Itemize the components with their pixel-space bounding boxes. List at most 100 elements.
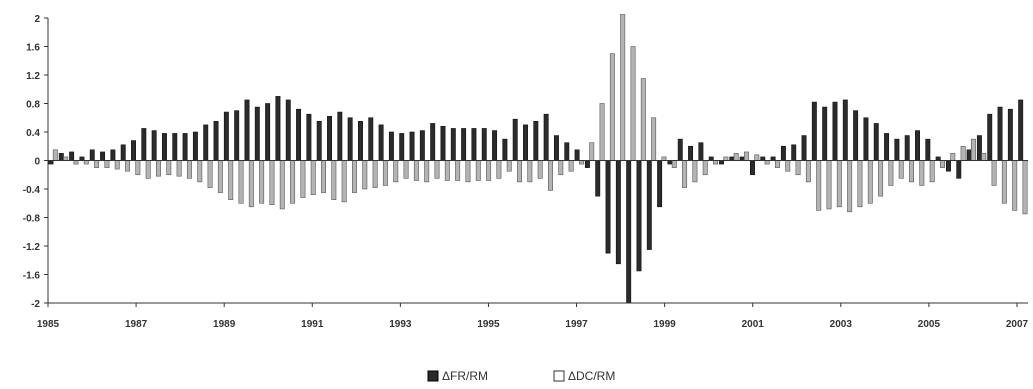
bar-ddc-rm [403,160,409,179]
bar-dfr-rm [347,117,353,161]
bar-ddc-rm [527,160,533,183]
y-tick-label: 0.8 [26,100,40,111]
bar-ddc-rm [661,156,667,161]
bar-ddc-rm [393,160,399,183]
bar-dfr-rm [626,160,632,304]
bar-dfr-rm [471,128,477,161]
y-axis: 2 1.6 1.2 0.8 0.4 0 -0.4 -0.8 -1.2 -1.6 -2 [23,14,48,310]
bar-ddc-rm [671,160,677,168]
bar-ddc-rm [197,160,203,183]
bar-ddc-rm [929,160,935,183]
bar-dfr-rm [657,160,663,208]
bar-ddc-rm [609,53,615,161]
bar-ddc-rm [867,160,873,204]
bar-ddc-rm [341,160,347,203]
bar-dfr-rm [100,151,106,161]
y-tick-label: 2 [34,14,40,25]
bar-ddc-rm [713,160,718,165]
bar-ddc-rm [785,160,791,172]
bar-dfr-rm [760,156,766,161]
bar-ddc-rm [114,160,120,170]
bar-dfr-rm [192,131,198,161]
bar-ddc-rm [1012,160,1018,211]
bar-dfr-rm [966,149,972,161]
bar-dfr-rm [48,160,54,165]
bar-dfr-rm [533,121,539,161]
bar-ddc-rm [754,154,760,161]
bar-dfr-rm [388,131,394,161]
bar-dfr-rm [296,108,302,161]
bar-ddc-rm [352,160,357,193]
bar-dfr-rm [945,160,951,172]
x-tick-label: 1991 [301,319,324,330]
bar-dfr-rm [203,124,209,161]
bar-dfr-rm [894,138,900,161]
bar-ddc-rm [970,138,976,161]
bar-ddc-rm [795,160,801,176]
bar-dfr-rm [832,101,838,161]
bar-ddc-rm [548,160,553,191]
bar-ddc-rm [950,153,956,161]
bar-dfr-rm [595,160,601,197]
bar-ddc-rm [816,160,822,211]
bar-ddc-rm [424,160,430,183]
bar-dfr-rm [564,142,570,161]
bar-dfr-rm [275,96,281,161]
x-tick-label: 2003 [830,319,853,330]
y-tick-label: 1.6 [26,43,40,54]
bar-dfr-rm [935,156,941,161]
bar-dfr-rm [512,118,518,161]
bar-dfr-rm [69,151,75,161]
bar-ddc-rm [589,142,595,161]
bar-dfr-rm [853,110,859,161]
bar-ddc-rm [774,160,780,168]
bar-dfr-rm [770,156,776,161]
bar-ddc-rm [217,160,223,193]
bar-dfr-rm [440,126,446,161]
bar-ddc-rm [259,160,265,204]
legend-label-dfr: ΔFR/RM [442,369,488,383]
bar-dfr-rm [1018,99,1024,161]
bar-ddc-rm [568,160,574,172]
x-axis: 1985 1987 1989 1991 1993 1995 1997 1999 2001 2003… [37,303,1029,330]
bar-ddc-rm [300,160,306,198]
bar-ddc-rm [620,14,626,161]
bar-dfr-rm [306,113,312,161]
bar-dfr-rm [182,133,188,161]
bar-dfr-rm [884,133,890,161]
y-tick-label: 0.4 [26,128,40,139]
bar-dfr-rm [667,160,673,165]
bar-ddc-rm [238,160,244,204]
bar-ddc-rm [682,160,688,188]
bar-dfr-rm [223,111,229,161]
x-tick-label: 1987 [125,319,148,330]
bar-dfr-rm [461,128,467,161]
x-tick-label: 1989 [213,319,236,330]
legend: ΔFR/RM ΔDC/RM [427,369,615,383]
bar-ddc-rm [444,160,450,181]
bar-ddc-rm [321,160,326,193]
bar-ddc-rm [83,160,89,165]
bar-dfr-rm [131,140,136,161]
bar-dfr-rm [162,133,167,161]
bar-ddc-rm [836,160,842,208]
bar-ddc-rm [558,160,564,176]
bar-ddc-rm [125,160,131,172]
x-tick-label: 2001 [742,319,765,330]
bar-ddc-rm [248,160,254,208]
bar-ddc-rm [805,160,811,183]
bar-ddc-rm [496,160,502,179]
bar-dfr-rm [265,103,271,161]
bar-dfr-rm [688,145,694,161]
bar-ddc-rm [372,160,378,188]
bar-dfr-rm [543,113,549,161]
bar-dfr-rm [719,160,724,165]
bar-ddc-rm [578,160,584,165]
legend-swatch-dfr [427,370,439,382]
bar-ddc-rm [207,160,213,188]
bar-dfr-rm [729,156,735,161]
bar-dfr-rm [430,123,436,161]
bar-dfr-rm [285,99,291,161]
bar-dfr-rm [172,133,178,161]
bar-dfr-rm [636,160,642,272]
